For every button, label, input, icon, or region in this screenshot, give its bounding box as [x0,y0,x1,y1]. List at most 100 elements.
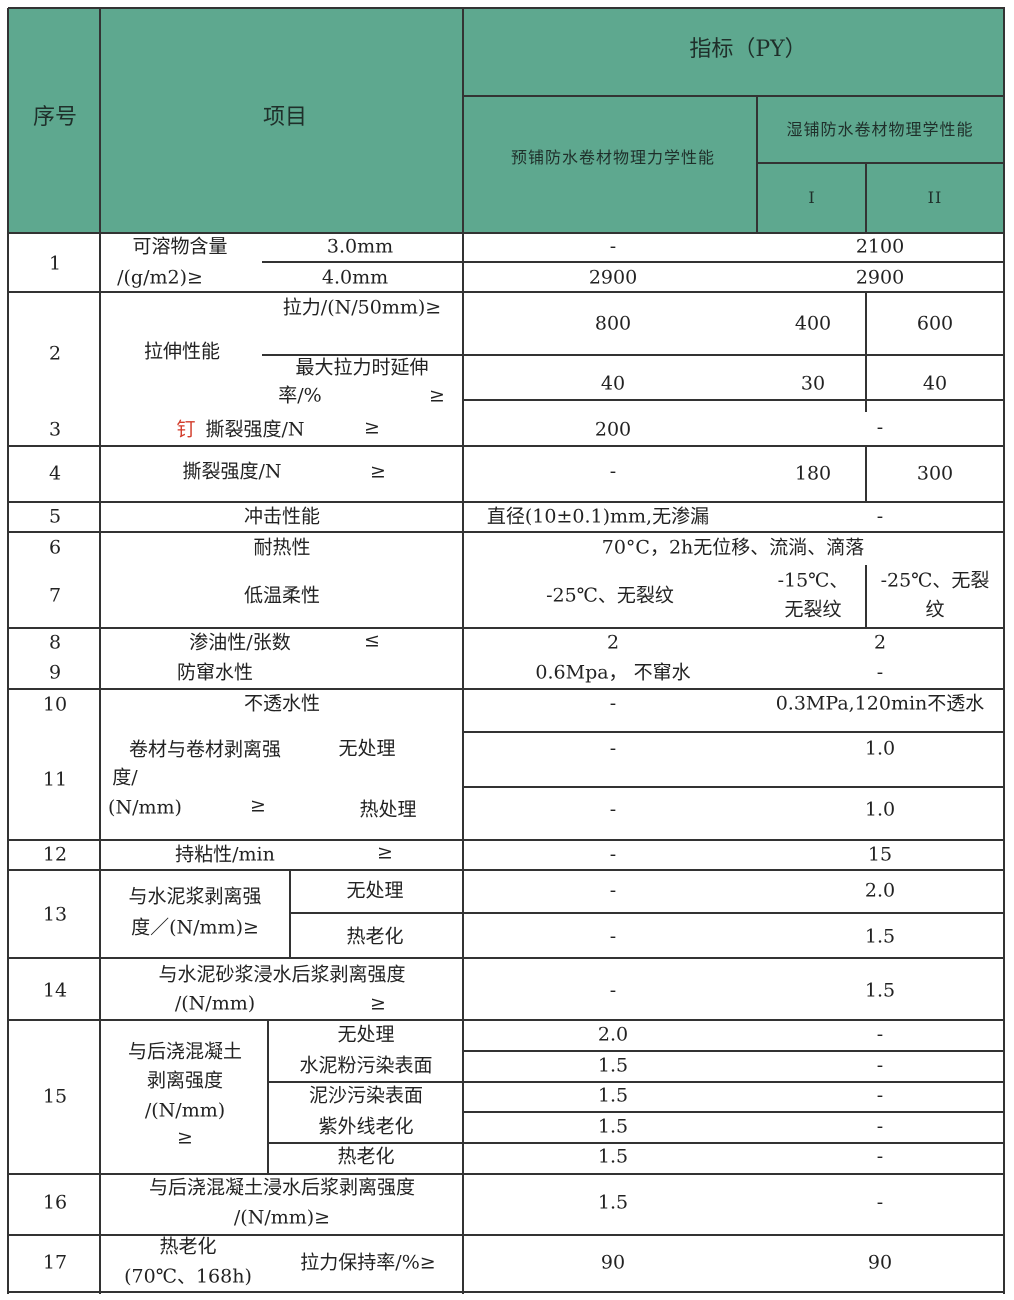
cell-r9-p: 0.6Mpa， 不窜水 [535,661,691,684]
cell-r13-s2: 热老化 [346,925,404,948]
cell-r10-w: 0.3MPa,120min不透水 [775,692,985,715]
cell-r13-w2: 1.5 [864,925,896,948]
cell-r1-w2: 2900 [855,266,905,289]
cell-r6-v: 70°C，2h无位移、流淌、滴落 [601,536,865,559]
cell-r2-s2c: ≥ [429,384,445,407]
cell-r15-subs-1-s: 水泥粉污染表面 [299,1054,433,1077]
grid-line-horizontal [8,1019,1005,1021]
header-pre: 预铺防水卷材物理力学性能 [510,148,716,167]
grid-line-horizontal [290,912,1005,914]
cell-r4-a: 撕裂强度/N [182,460,282,483]
cell-r15-subs-4-p: 1.5 [597,1145,629,1168]
cell-r7-i2: 无裂纹 [784,598,842,621]
cell-r13-w1: 2.0 [864,879,896,902]
grid-line-horizontal [463,1050,1005,1052]
grid-line-horizontal [8,291,1005,293]
grid-line-horizontal [463,95,1005,97]
cell-r8-w: 2 [873,631,887,654]
cell-r7-ii2: 纹 [925,598,945,621]
grid-line-horizontal [262,354,1005,356]
cell-r1-s1: 3.0mm [326,235,394,258]
grid-line-vertical [7,8,9,1294]
cell-r15-subs-4-s: 热老化 [337,1145,395,1168]
cell-r2-s2a: 最大拉力时延伸 [295,356,429,379]
grid-line-horizontal [8,839,1005,841]
cell-r6-no: 6 [48,536,62,559]
grid-line-horizontal [8,7,1005,9]
cell-r15-subs-0-w: - [876,1023,884,1046]
grid-line-vertical [267,1020,269,1174]
cell-r2-s2b: 率/% [278,384,322,407]
cell-r13-s1: 无处理 [346,879,404,902]
cell-r15-subs-3-p: 1.5 [597,1115,629,1138]
cell-r15-subs-4-w: - [876,1145,884,1168]
cell-r11-p1: - [609,737,617,760]
cell-r2-ii1: 600 [916,312,954,335]
cell-r7-i1: -15℃、 [777,569,849,592]
grid-line-vertical [865,163,867,233]
cell-r11-w1: 1.0 [864,737,896,760]
grid-line-horizontal [8,688,1005,690]
cell-r9-w: - [876,661,884,684]
cell-r2-ii2: 40 [922,372,948,395]
cell-r12-a: 持粘性/min [175,843,275,866]
cell-r16-no: 16 [42,1191,68,1214]
cell-r15-subs-1-p: 1.5 [597,1054,629,1077]
cell-r11-ge: ≥ [250,794,266,817]
cell-r7-p: -25℃、无裂纹 [546,584,674,607]
grid-line-horizontal [8,445,1005,447]
cell-r11-s2: 热处理 [359,798,417,821]
grid-line-horizontal [8,869,1005,871]
cell-r15-a2: 剥离强度 [146,1069,224,1092]
cell-r15-subs-1-w: - [876,1054,884,1077]
cell-r15-subs-0-s: 无处理 [337,1023,395,1046]
grid-line-horizontal [8,531,1005,533]
cell-r4-ge: ≥ [370,460,386,483]
cell-r6-a: 耐热性 [253,536,311,559]
cell-r15-subs-3-s: 紫外线老化 [318,1115,414,1138]
cell-r11-a3: (N/mm) [108,796,182,819]
cell-r8-a: 渗油性/张数 [189,631,291,654]
cell-r16-p: 1.5 [597,1191,629,1214]
grid-line-horizontal [757,162,1005,164]
grid-line-horizontal [463,1111,1005,1113]
cell-r4-p: - [609,460,617,483]
cell-r11-no: 11 [42,768,68,791]
grid-line-vertical [865,446,867,502]
cell-r1-b: /(g/m2)≥ [117,266,203,289]
grid-line-vertical [462,8,464,1294]
grid-line-vertical [865,292,867,412]
cell-r11-w2: 1.0 [864,798,896,821]
cell-r15-a4: ≥ [177,1126,193,1149]
cell-r13-p2: - [609,925,617,948]
cell-r4-ii: 300 [916,462,954,485]
grid-line-horizontal [8,501,1005,503]
cell-r9-no: 9 [48,661,62,684]
cell-r2-i1: 400 [794,312,832,335]
cell-r5-p: 直径(10±0.1)mm,无渗漏 [486,505,710,528]
header-wet-ii: II [927,188,943,207]
cell-r5-no: 5 [48,505,62,528]
cell-r12-w: 15 [867,843,893,866]
cell-r2-i2: 30 [800,372,826,395]
cell-r15-subs-2-s: 泥沙污染表面 [308,1084,424,1107]
cell-r16-a1: 与后浇混凝土浸水后浆剥离强度 [148,1176,416,1199]
cell-r12-ge: ≥ [377,841,393,864]
grid-line-horizontal [463,786,1005,788]
grid-line-horizontal [8,627,1005,629]
cell-r13-a1: 与水泥浆剥离强 [128,885,262,908]
cell-r14-a2: /(N/mm) [174,992,256,1015]
cell-r7-ii1: -25℃、无裂 [880,569,990,592]
grid-line-horizontal [262,261,1005,263]
table-header-bg [8,8,1004,233]
cell-r3-red: 钉 [176,418,196,441]
grid-line-vertical [865,565,867,628]
grid-line-vertical [99,8,101,1294]
cell-r11-p2: - [609,798,617,821]
cell-r11-s1: 无处理 [338,737,396,760]
cell-r12-p: - [609,843,617,866]
cell-r8-le: ≤ [364,629,380,652]
grid-line-vertical [1003,8,1005,1294]
cell-r11-a2: 度/ [112,766,138,789]
